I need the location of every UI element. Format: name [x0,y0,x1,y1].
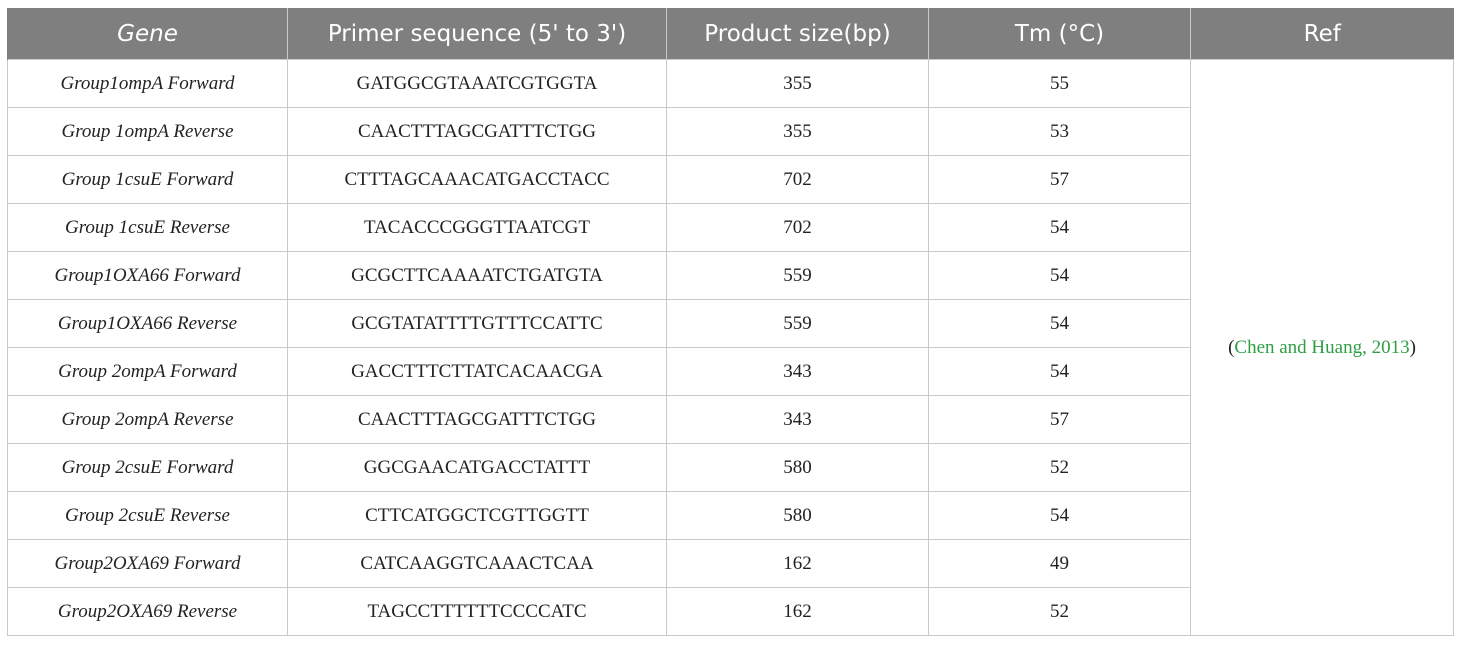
tm-cell: 53 [929,108,1191,156]
gene-cell: Group2OXA69 Forward [8,540,288,588]
gene-cell: Group 2ompA Reverse [8,396,288,444]
header-product-size: Product size(bp) [667,8,929,60]
primer-sequence-cell: GCGCTTCAAAATCTGATGTA [288,252,667,300]
primer-sequence-cell: CAACTTTAGCGATTTCTGG [288,396,667,444]
tm-cell: 57 [929,156,1191,204]
tm-cell: 57 [929,396,1191,444]
product-size-cell: 343 [667,348,929,396]
header-tm: Tm (°C) [929,8,1191,60]
reference-link[interactable]: Chen and Huang, 2013 [1234,337,1409,358]
primer-sequence-cell: CATCAAGGTCAAACTCAA [288,540,667,588]
product-size-cell: 702 [667,156,929,204]
primer-sequence-cell: GGCGAACATGACCTATTT [288,444,667,492]
header-ref: Ref [1191,8,1454,60]
reference-close-paren: ) [1410,337,1416,358]
tm-cell: 54 [929,492,1191,540]
product-size-cell: 559 [667,300,929,348]
primer-sequence-cell: CTTTAGCAAACATGACCTACC [288,156,667,204]
primer-table: Gene Primer sequence (5' to 3') Product … [7,8,1454,636]
header-primer-sequence: Primer sequence (5' to 3') [288,8,667,60]
header-row: Gene Primer sequence (5' to 3') Product … [8,8,1454,60]
product-size-cell: 355 [667,60,929,108]
gene-cell: Group 1csuE Reverse [8,204,288,252]
tm-cell: 52 [929,588,1191,636]
primer-sequence-cell: TACACCCGGGTTAATCGT [288,204,667,252]
tm-cell: 54 [929,300,1191,348]
table-body: Group1ompA Forward GATGGCGTAAATCGTGGTA 355… [8,60,1454,636]
product-size-cell: 343 [667,396,929,444]
gene-cell: Group1ompA Forward [8,60,288,108]
primer-sequence-cell: GACCTTTCTTATCACAACGA [288,348,667,396]
product-size-cell: 162 [667,588,929,636]
gene-cell: Group 1csuE Forward [8,156,288,204]
primer-sequence-cell: CAACTTTAGCGATTTCTGG [288,108,667,156]
primer-sequence-cell: CTTCATGGCTCGTTGGTT [288,492,667,540]
reference-cell: (Chen and Huang, 2013) [1191,60,1454,636]
tm-cell: 55 [929,60,1191,108]
product-size-cell: 559 [667,252,929,300]
product-size-cell: 580 [667,492,929,540]
table-row: Group1ompA Forward GATGGCGTAAATCGTGGTA 355… [8,60,1454,108]
gene-cell: Group 1ompA Reverse [8,108,288,156]
tm-cell: 54 [929,252,1191,300]
gene-cell: Group1OXA66 Reverse [8,300,288,348]
primer-sequence-cell: TAGCCTTTTTTCCCCATC [288,588,667,636]
gene-cell: Group 2ompA Forward [8,348,288,396]
tm-cell: 54 [929,348,1191,396]
gene-cell: Group 2csuE Reverse [8,492,288,540]
product-size-cell: 355 [667,108,929,156]
primer-sequence-cell: GCGTATATTTTGTTTCCATTC [288,300,667,348]
product-size-cell: 580 [667,444,929,492]
primer-sequence-cell: GATGGCGTAAATCGTGGTA [288,60,667,108]
tm-cell: 54 [929,204,1191,252]
gene-cell: Group2OXA69 Reverse [8,588,288,636]
header-gene: Gene [8,8,288,60]
gene-cell: Group 2csuE Forward [8,444,288,492]
product-size-cell: 702 [667,204,929,252]
gene-cell: Group1OXA66 Forward [8,252,288,300]
tm-cell: 52 [929,444,1191,492]
tm-cell: 49 [929,540,1191,588]
product-size-cell: 162 [667,540,929,588]
